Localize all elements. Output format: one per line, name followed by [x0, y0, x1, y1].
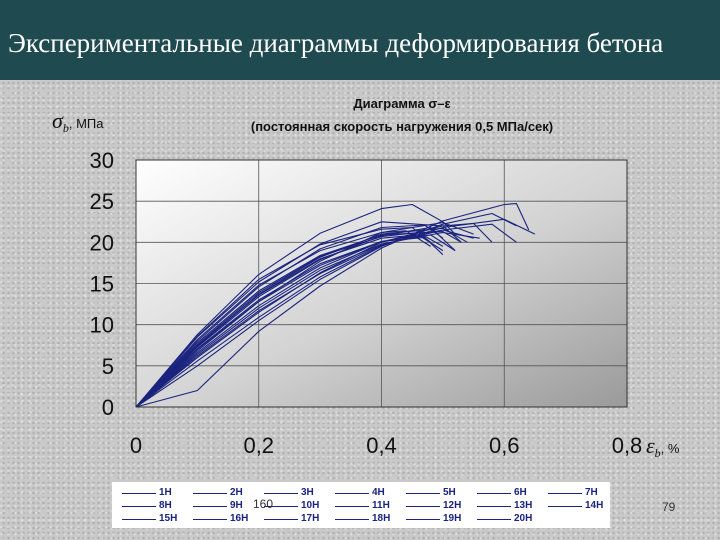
- legend-label: 5Н: [443, 487, 456, 498]
- legend-swatch: [548, 506, 582, 507]
- series-line-7Н: [135, 223, 517, 408]
- x-tick-label: 0,8: [612, 433, 643, 458]
- series-line-20Н: [135, 234, 444, 408]
- legend-swatch: [477, 519, 511, 520]
- series-line-12Н: [135, 231, 480, 408]
- series-line-4Н: [135, 203, 456, 408]
- legend-label: 6Н: [514, 487, 527, 498]
- y-tick-label: 25: [90, 189, 114, 214]
- series-line-5Н: [135, 222, 474, 408]
- y-axis-label: σb, МПа: [52, 108, 104, 135]
- legend-swatch: [264, 519, 298, 520]
- y-tick-label: 0: [102, 395, 114, 420]
- legend-swatch: [548, 493, 582, 494]
- x-axis-label: εb, %: [646, 433, 680, 460]
- legend-label: 17Н: [301, 513, 320, 524]
- legend-label: 1Н: [159, 487, 172, 498]
- legend-label: 15Н: [159, 513, 178, 524]
- legend-label: 2Н: [230, 487, 243, 498]
- chart-legend: 1Н 2Н 3Н 4Н 5Н 6Н 7Н 8Н 9Н 10Н 11Н 12Н 13Н 14Н 15Н 16Н 1…: [112, 482, 610, 528]
- x-tick-label: 0,4: [366, 433, 397, 458]
- series-line-15Н: [135, 231, 462, 408]
- page-number-right: 79: [662, 500, 676, 514]
- x-axis-label-unit: , %: [661, 441, 680, 456]
- series-line-10Н: [135, 203, 530, 408]
- x-tick-label: 0,6: [489, 433, 520, 458]
- legend-swatch: [477, 493, 511, 494]
- slide-title: Экспериментальные диаграммы деформирован…: [8, 28, 664, 58]
- legend-label: 18Н: [372, 513, 391, 524]
- legend-label: 20Н: [514, 513, 533, 524]
- y-tick-labels: 0 5 10 15 20 25 30: [90, 148, 114, 420]
- legend-swatch: [335, 506, 369, 507]
- legend-label: 3Н: [301, 487, 314, 498]
- legend-label: 19Н: [443, 513, 462, 524]
- x-axis-label-sub: b: [655, 446, 661, 460]
- legend-swatch: [264, 493, 298, 494]
- legend-swatch: [264, 506, 298, 507]
- x-axis-label-symbol: ε: [646, 433, 655, 458]
- y-axis-label-unit: , МПа: [69, 116, 104, 131]
- y-tick-label: 15: [90, 272, 114, 297]
- x-tick-label: 0: [130, 433, 142, 458]
- legend-swatch: [193, 493, 227, 494]
- legend-swatch: [335, 519, 369, 520]
- legend-swatch: [122, 493, 156, 494]
- series-line-13Н: [135, 230, 431, 408]
- series-line-11Н: [135, 227, 468, 408]
- data-series: [135, 203, 536, 408]
- x-tick-label: 0,2: [243, 433, 274, 458]
- y-axis-label-symbol: σ: [52, 108, 64, 133]
- legend-label: 16Н: [230, 513, 249, 524]
- legend-swatch: [193, 506, 227, 507]
- page-number-left: 160: [253, 497, 274, 511]
- chart-title-line2: (постоянная скорость нагружения 0,5 МПа/…: [251, 119, 553, 134]
- legend-label: 14Н: [585, 500, 604, 511]
- y-tick-label: 10: [90, 313, 114, 338]
- legend-swatch: [406, 506, 440, 507]
- legend-label: 8Н: [159, 500, 172, 511]
- legend-label: 4Н: [372, 487, 385, 498]
- series-line-14Н: [135, 212, 517, 408]
- series-line-1Н: [135, 226, 456, 408]
- y-tick-label: 20: [90, 230, 114, 255]
- legend-swatch: [193, 519, 227, 520]
- series-line-8Н: [135, 224, 444, 408]
- legend-swatch: [122, 506, 156, 507]
- y-axis-label-sub: b: [63, 121, 69, 135]
- series-line-19Н: [135, 229, 474, 408]
- legend-label: 13Н: [514, 500, 533, 511]
- legend-label: 10Н: [301, 500, 320, 511]
- legend-label: 9Н: [230, 500, 243, 511]
- series-line-3Н: [135, 218, 536, 408]
- plot-border: [135, 159, 628, 408]
- legend-swatch: [406, 519, 440, 520]
- series-line-18Н: [135, 226, 431, 408]
- legend-label: 11Н: [372, 500, 390, 511]
- slide-title-bar: Экспериментальные диаграммы деформирован…: [0, 0, 720, 80]
- legend-label: 12Н: [443, 500, 462, 511]
- legend-swatch: [477, 506, 511, 507]
- series-line-17Н: [135, 222, 493, 408]
- legend-swatch: [335, 493, 369, 494]
- chart-title-line1: Диаграмма σ–ε: [353, 96, 450, 111]
- legend-swatch: [122, 519, 156, 520]
- y-tick-label: 30: [90, 148, 114, 173]
- legend-swatch: [406, 493, 440, 494]
- legend-label: 7Н: [585, 487, 598, 498]
- x-tick-labels: 0 0,2 0,4 0,6 0,8: [130, 433, 642, 458]
- y-tick-label: 5: [102, 354, 114, 379]
